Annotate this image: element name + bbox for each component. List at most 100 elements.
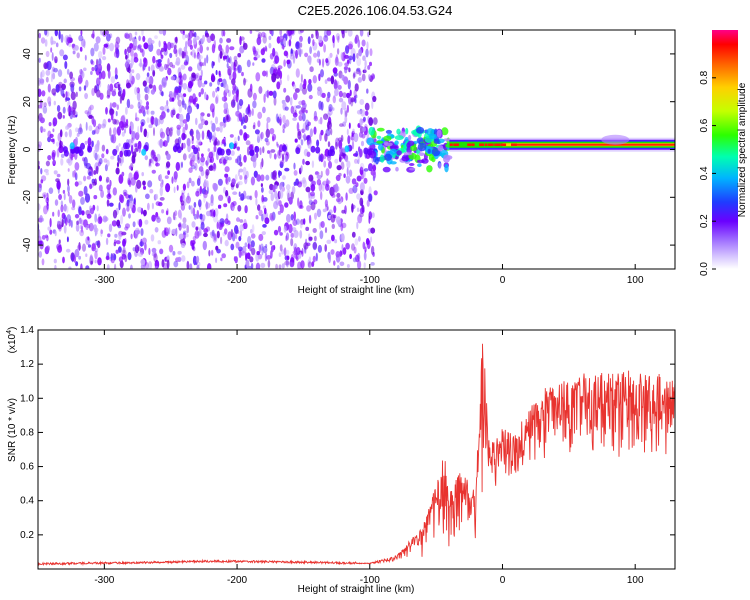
noise-blob (293, 162, 296, 170)
noise-blob (126, 98, 131, 109)
noise-blob (282, 129, 285, 134)
noise-blob (284, 155, 289, 163)
noise-blob (255, 262, 261, 269)
noise-blob (130, 144, 134, 154)
noise-blob (200, 88, 204, 95)
noise-blob (191, 72, 196, 78)
noise-blob (255, 72, 261, 82)
noise-blob (286, 255, 290, 261)
noise-blob (263, 93, 266, 104)
noise-blob (206, 35, 212, 43)
noise-blob (163, 140, 168, 147)
noise-blob (138, 104, 144, 112)
noise-blob (51, 40, 57, 45)
noise-blob (266, 121, 269, 131)
noise-blob (196, 138, 202, 146)
noise-blob (369, 61, 372, 67)
noise-blob (69, 71, 73, 79)
noise-blob (122, 246, 126, 254)
snr-y-label: SNR (10 * v/v) (7, 398, 18, 462)
noise-blob (255, 215, 259, 220)
spectrogram-y-axis: -40 -20 0 20 40 (22, 48, 675, 252)
noise-blob (232, 101, 236, 106)
noise-blob (195, 117, 198, 126)
noise-blob (324, 227, 328, 234)
noise-blob (109, 108, 115, 116)
noise-blob (335, 216, 341, 224)
noise-blob (116, 161, 120, 168)
noise-blob (196, 53, 201, 60)
noise-blob (137, 101, 141, 109)
noise-blob (322, 208, 327, 213)
noise-blob (320, 191, 323, 201)
noise-blob (230, 243, 235, 251)
noise-blob (229, 46, 235, 51)
noise-blob (338, 90, 343, 98)
noise-blob (161, 209, 165, 214)
noise-blob (227, 89, 231, 97)
noise-blob (53, 258, 57, 264)
noise-blob (55, 42, 59, 48)
noise-blob (57, 220, 60, 225)
noise-blob (321, 182, 325, 192)
noise-blob (130, 264, 133, 269)
noise-blob (353, 246, 357, 254)
spectrogram-y-label: Frequency (Hz) (7, 116, 18, 185)
noise-blob (325, 183, 330, 191)
noise-blob (340, 52, 343, 61)
noise-blob (166, 108, 170, 113)
noise-blob (116, 104, 120, 110)
noise-blob (39, 78, 45, 84)
noise-blob (308, 214, 312, 224)
noise-blob (153, 127, 155, 137)
noise-blob (129, 104, 134, 109)
signal-blob (401, 156, 410, 162)
noise-blob (332, 35, 335, 44)
noise-blob (300, 73, 303, 83)
noise-blob (239, 224, 245, 232)
signal-peak-dot (484, 143, 488, 146)
signal-blob (408, 163, 415, 166)
noise-blob (186, 224, 189, 234)
noise-blob (143, 185, 146, 190)
noise-blob (125, 106, 128, 115)
noise-blob (283, 247, 287, 257)
noise-blob (177, 256, 182, 262)
noise-blob (45, 76, 49, 83)
noise-blob (142, 209, 147, 217)
noise-blob (190, 205, 193, 215)
signal-blob (394, 135, 404, 141)
noise-blob (67, 168, 70, 172)
noise-blob (316, 178, 322, 186)
noise-blob (71, 153, 75, 158)
noise-blob (285, 258, 289, 268)
noise-blob (261, 58, 266, 63)
noise-blob (123, 128, 127, 134)
noise-blob (169, 61, 174, 68)
noise-blob (196, 209, 200, 220)
noise-blob (118, 174, 124, 184)
noise-blob (304, 52, 309, 58)
noise-blob (174, 210, 178, 217)
noise-blob (338, 156, 342, 163)
noise-blob (336, 48, 340, 55)
noise-blob (130, 48, 134, 57)
noise-blob (273, 153, 277, 160)
noise-blob (344, 62, 350, 67)
noise-blob (225, 44, 230, 54)
noise-blob (160, 131, 166, 139)
noise-blob (356, 52, 359, 59)
noise-blob (299, 230, 303, 239)
noise-blob (249, 83, 253, 93)
noise-blob (210, 120, 213, 125)
noise-blob (83, 85, 87, 91)
noise-blob (182, 142, 186, 149)
noise-blob (65, 217, 68, 226)
noise-blob (286, 30, 292, 37)
noise-blob (236, 181, 240, 186)
noise-blob (42, 192, 48, 198)
signal-blob (407, 140, 415, 147)
noise-blob (211, 249, 214, 256)
noise-blob (303, 218, 306, 225)
noise-blob (182, 82, 188, 90)
